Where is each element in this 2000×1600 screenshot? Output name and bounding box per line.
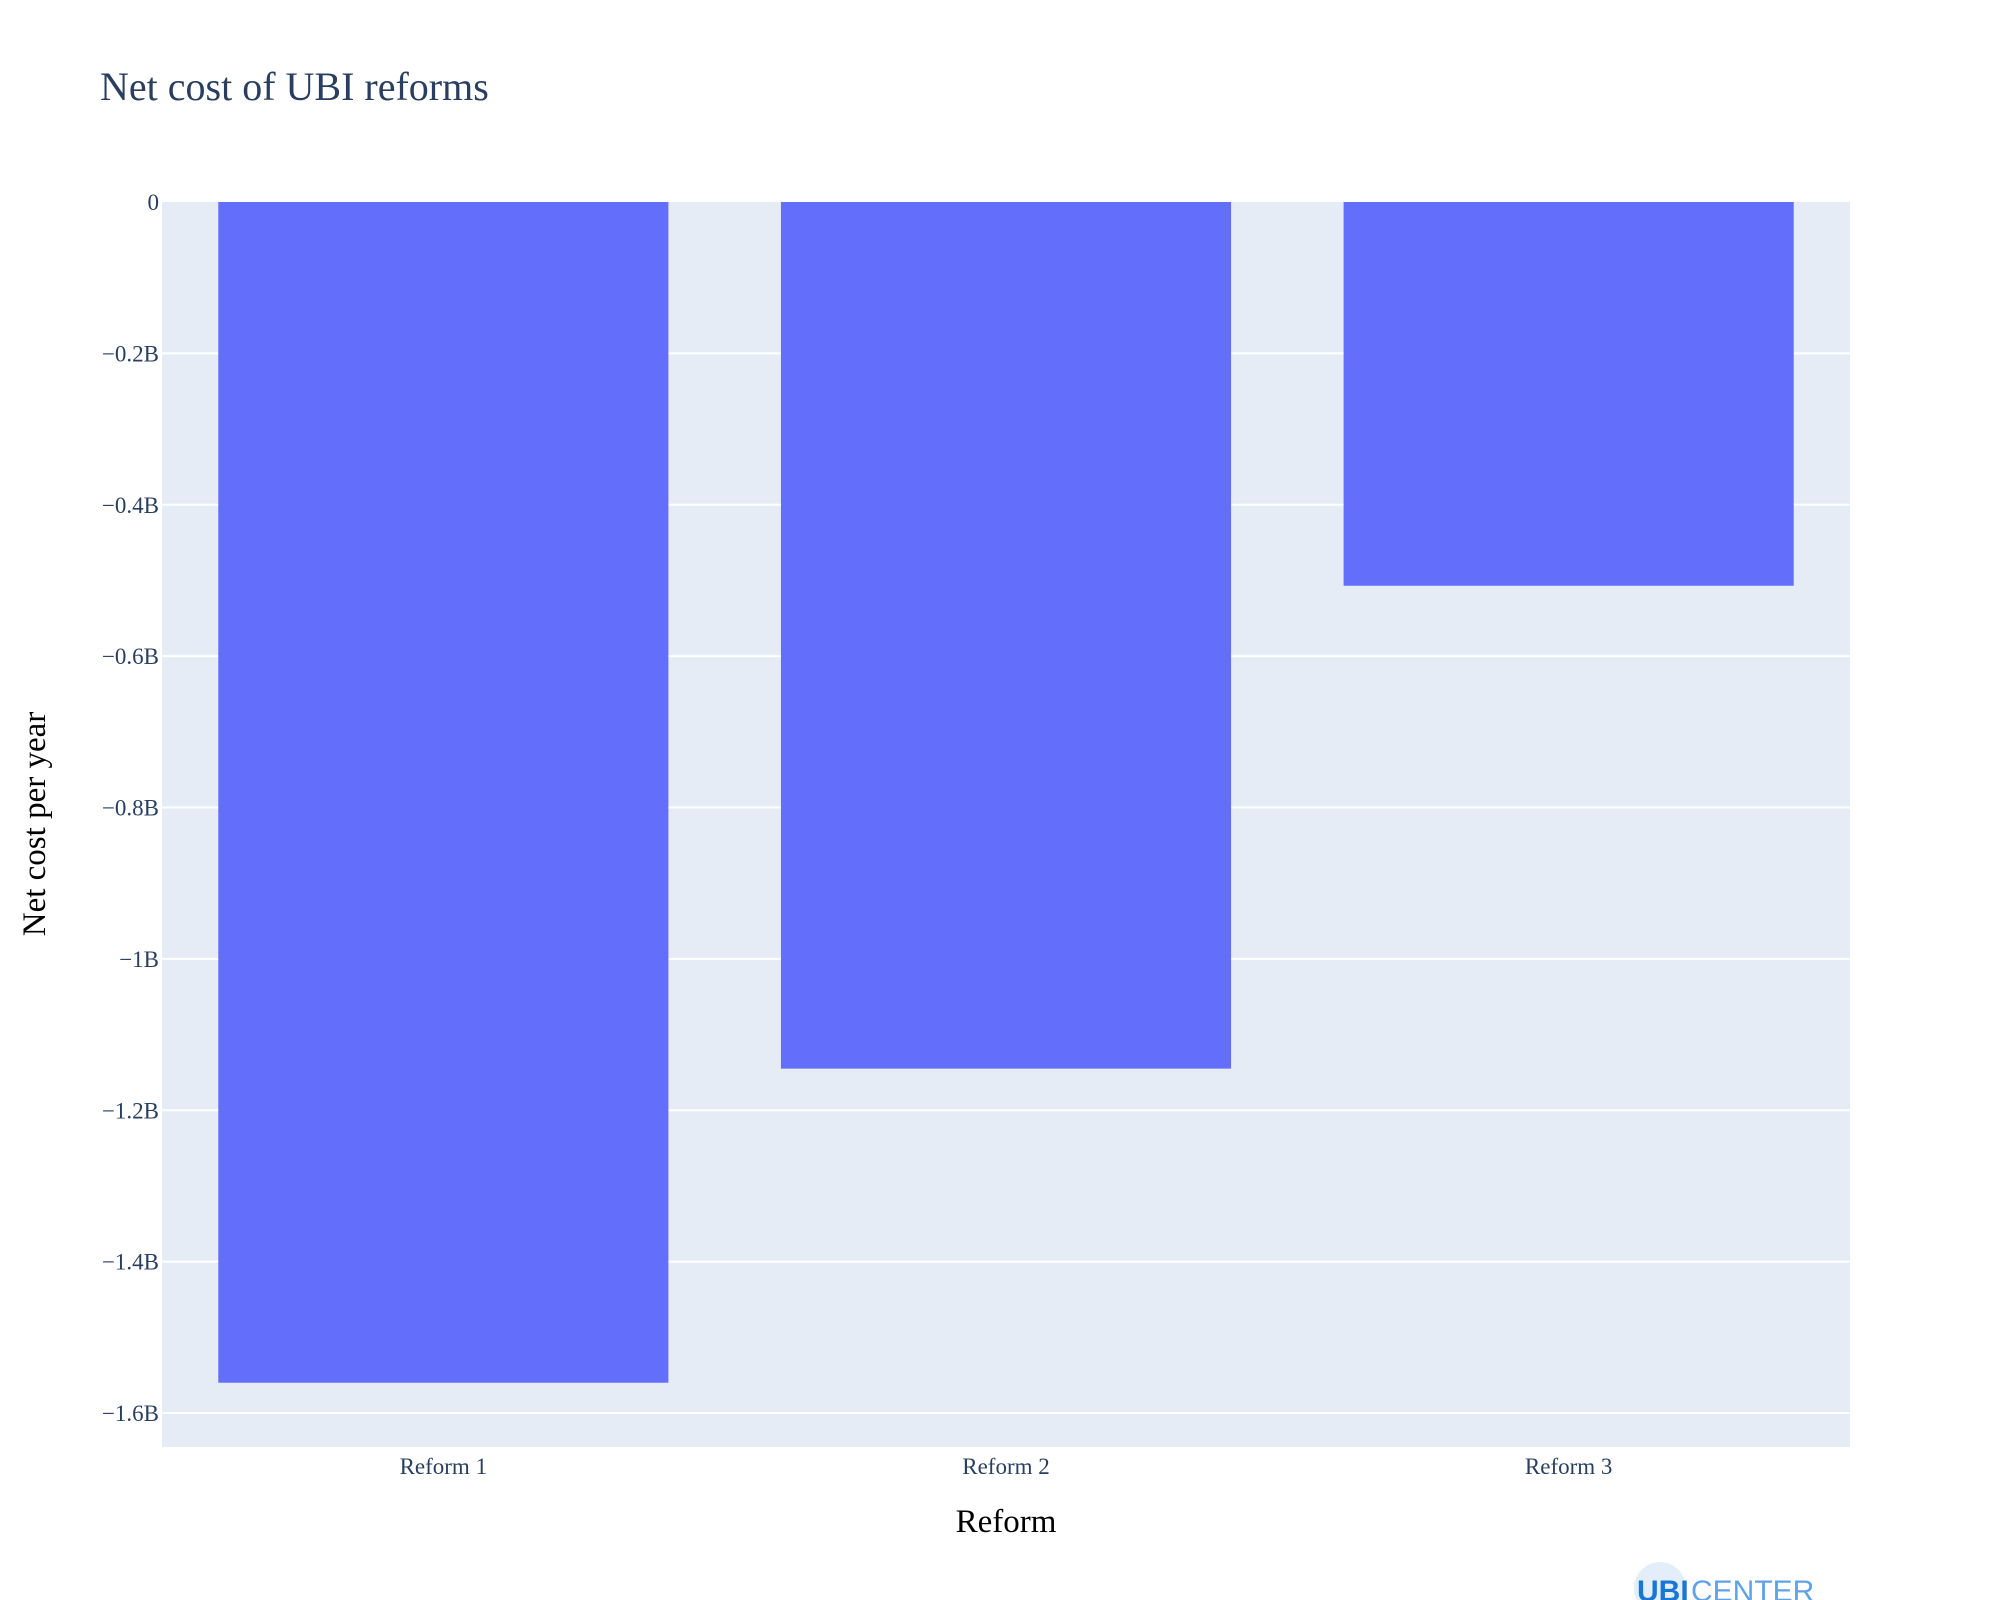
bar-reform-1 [218, 202, 669, 1383]
y-tick-label: −1.6B [102, 1401, 159, 1426]
y-tick-label: −0.2B [102, 341, 159, 366]
y-tick-label: −1.4B [102, 1250, 159, 1275]
y-tick-label: −0.6B [102, 644, 159, 669]
y-tick-label: −0.4B [102, 493, 159, 518]
bar-reform-3 [1343, 202, 1794, 586]
x-tick-label: Reform 1 [400, 1454, 488, 1479]
bars [218, 202, 1794, 1383]
logo-ubi-text: UBI [1637, 1575, 1689, 1600]
x-tick-label: Reform 3 [1525, 1454, 1613, 1479]
chart-title: Net cost of UBI reforms [100, 64, 489, 109]
y-axis-ticks: 0 −0.2B −0.4B −0.6B −0.8B −1B −1.2B −1.4B −1.6B [102, 190, 159, 1426]
logo-center-text: CENTER [1691, 1575, 1814, 1600]
y-tick-label: −1.2B [102, 1098, 159, 1123]
bar-reform-2 [780, 202, 1232, 1069]
y-tick-label: −1B [119, 947, 159, 972]
x-axis-ticks: Reform 1 Reform 2 Reform 3 [400, 1454, 1613, 1479]
x-tick-label: Reform 2 [962, 1454, 1050, 1479]
y-tick-label: 0 [148, 190, 160, 215]
x-axis-title: Reform [956, 1504, 1057, 1540]
ubi-center-logo: UBI CENTER [1634, 1562, 1814, 1600]
y-axis-title: Net cost per year [17, 712, 53, 936]
y-tick-label: −0.8B [102, 796, 159, 821]
logo-badge [1634, 1562, 1686, 1600]
